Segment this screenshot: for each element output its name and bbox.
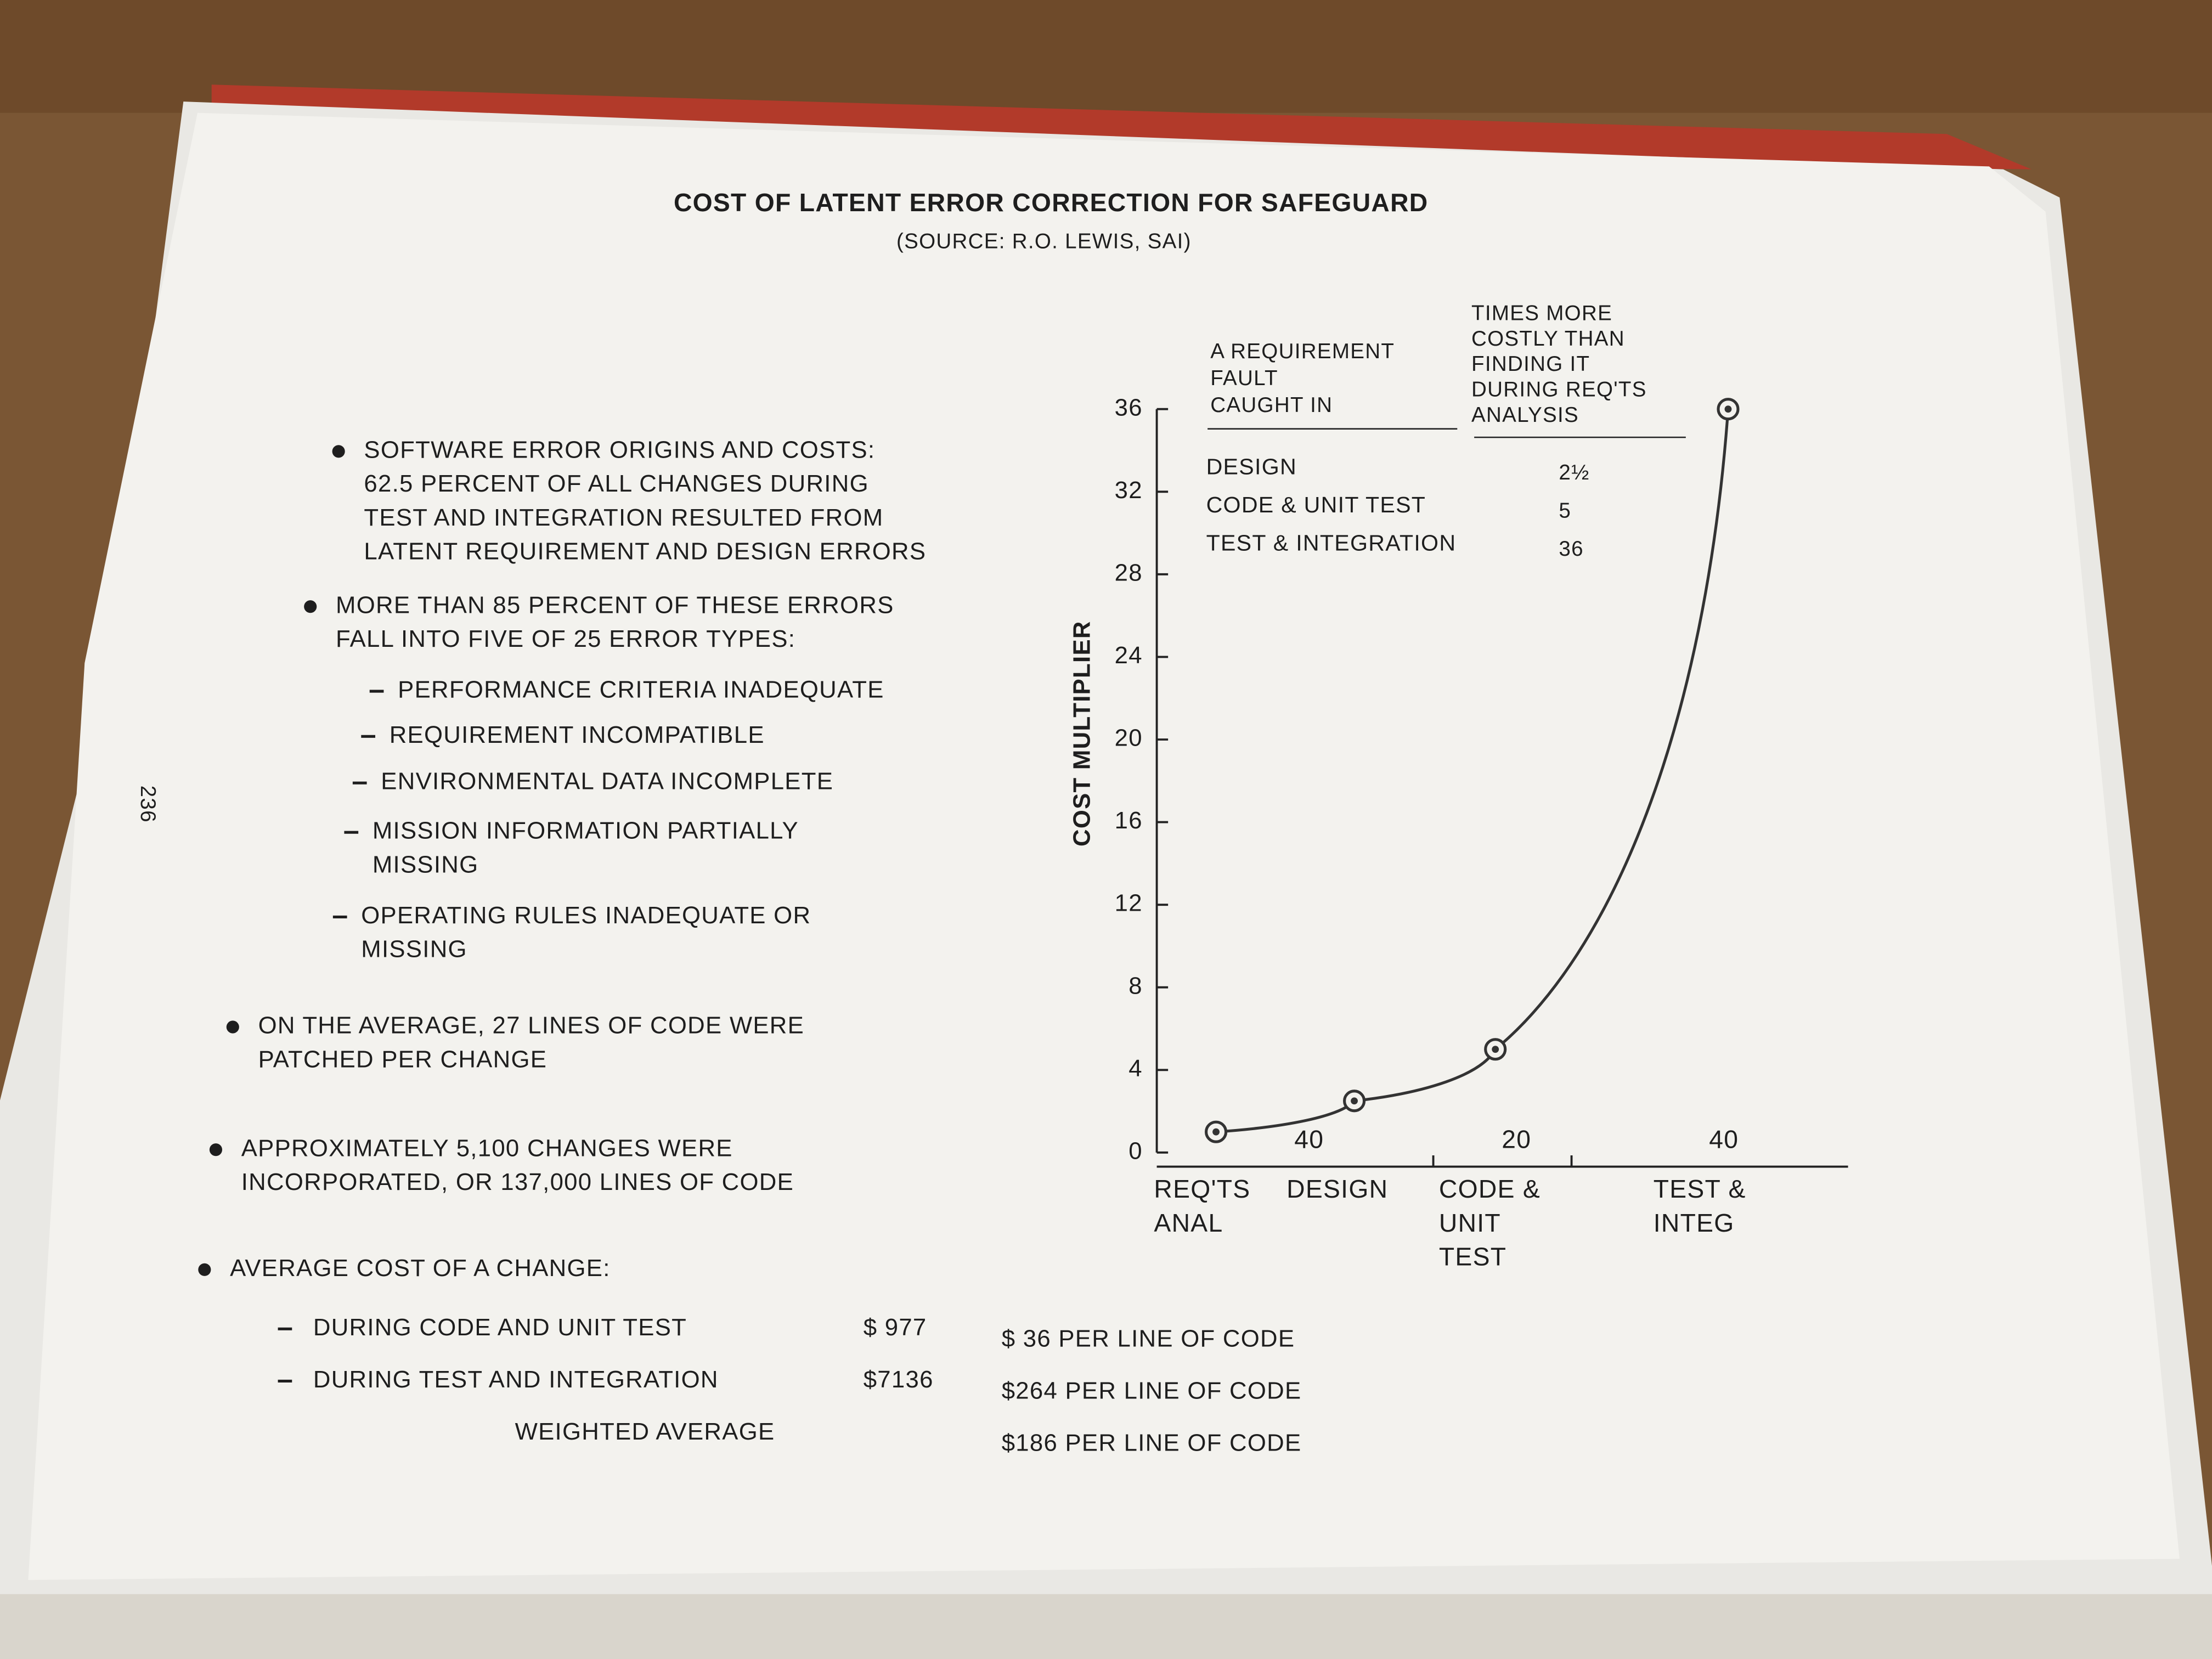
page-number: 236 xyxy=(136,786,160,823)
x-category-label: TEST & INTEG xyxy=(1653,1175,1746,1238)
bullet-text: FALL INTO FIVE OF 25 ERROR TYPES: xyxy=(336,625,795,652)
phase-duration: 40 xyxy=(1294,1125,1324,1154)
sub-item-text: OPERATING RULES INADEQUATE OR xyxy=(361,902,811,929)
bullet-text: INCORPORATED, OR 137,000 LINES OF CODE xyxy=(241,1169,794,1195)
page-bottom xyxy=(0,1594,2212,1659)
bullet-dot xyxy=(226,1020,239,1034)
bullet-dot xyxy=(332,445,345,458)
y-tick-label: 24 xyxy=(1115,642,1143,669)
inset-header: ANALYSIS xyxy=(1471,403,1579,427)
bullet-dot xyxy=(304,600,317,613)
y-tick-label: 4 xyxy=(1128,1055,1143,1082)
inset-header: CAUGHT IN xyxy=(1210,393,1333,417)
cost-label: WEIGHTED AVERAGE xyxy=(515,1418,775,1445)
sub-item-text: MISSING xyxy=(361,936,467,963)
x-category: DESIGN xyxy=(1286,1175,1389,1204)
inset-row-label: TEST & INTEGRATION xyxy=(1206,530,1457,555)
body-text: SOFTWARE ERROR ORIGINS AND COSTS: 62.5 PE… xyxy=(198,436,1302,1457)
y-tick-label: 32 xyxy=(1115,477,1143,504)
y-tick-label: 36 xyxy=(1115,394,1143,421)
data-point-center xyxy=(1724,405,1732,413)
bullet-text: AVERAGE COST OF A CHANGE: xyxy=(230,1255,611,1282)
inset-row-label: CODE & UNIT TEST xyxy=(1206,492,1426,517)
x-category-label: REQ'TS ANAL xyxy=(1154,1175,1251,1238)
data-point-center xyxy=(1351,1097,1358,1105)
sub-item-text: MISSING xyxy=(373,851,479,878)
sub-item-text: ENVIRONMENTAL DATA INCOMPLETE xyxy=(381,768,833,795)
data-point-center xyxy=(1492,1046,1499,1053)
inset-header: FINDING IT xyxy=(1471,352,1590,376)
inset-row-label: DESIGN xyxy=(1206,454,1297,479)
inset-header: FAULT xyxy=(1210,366,1278,390)
bullet-text: APPROXIMATELY 5,100 CHANGES WERE xyxy=(241,1135,733,1161)
inset-header: COSTLY THAN xyxy=(1471,327,1625,351)
bullet-text: 62.5 PERCENT OF ALL CHANGES DURING xyxy=(364,470,868,497)
bullet-text: PATCHED PER CHANGE xyxy=(258,1046,548,1073)
inset-row-value: 5 xyxy=(1559,499,1571,523)
x-category: TEST & INTEG xyxy=(1653,1175,1746,1238)
inset-header: DURING REQ'TS xyxy=(1471,377,1647,401)
chart: 0 4 8 12 16 20 24 28 32 36 COST MULTIPLIER 40 20 40 RE… xyxy=(1068,302,1848,1271)
sub-item-text: PERFORMANCE CRITERIA INADEQUATE xyxy=(398,676,884,703)
y-tick-label: 0 xyxy=(1128,1137,1143,1164)
y-tick-label: 16 xyxy=(1115,807,1143,834)
cost-label: DURING CODE AND UNIT TEST xyxy=(313,1314,687,1341)
x-category-label: DESIGN xyxy=(1286,1175,1389,1204)
y-tick-label: 20 xyxy=(1115,725,1143,752)
x-category: CODE & UNIT TEST xyxy=(1438,1175,1541,1271)
sub-item-text: MISSION INFORMATION PARTIALLY xyxy=(373,817,799,844)
cost-per-line: $ 36 PER LINE OF CODE xyxy=(1002,1325,1295,1352)
bullet-dot xyxy=(209,1143,222,1156)
data-point-center xyxy=(1212,1128,1220,1136)
bullet-dot xyxy=(198,1263,211,1276)
cost-value: $7136 xyxy=(864,1366,934,1393)
bullet-text: MORE THAN 85 PERCENT OF THESE ERRORS xyxy=(336,591,894,618)
sub-item-text: REQUIREMENT INCOMPATIBLE xyxy=(390,721,765,748)
bullet-text: ON THE AVERAGE, 27 LINES OF CODE WERE xyxy=(258,1012,805,1039)
page-title: COST OF LATENT ERROR CORRECTION FOR SAFE… xyxy=(674,188,1429,217)
cost-value: $ 977 xyxy=(864,1314,927,1341)
inset-header: TIMES MORE xyxy=(1471,302,1612,325)
inset-header: A REQUIREMENT xyxy=(1210,340,1395,363)
y-axis-label: COST MULTIPLIER xyxy=(1068,620,1095,847)
y-tick-label: 8 xyxy=(1128,972,1143,999)
y-tick-label: 12 xyxy=(1115,890,1143,917)
phase-duration: 40 xyxy=(1709,1125,1739,1154)
inset-row-value: 36 xyxy=(1559,537,1583,561)
page-face xyxy=(28,112,2180,1580)
cost-per-line: $264 PER LINE OF CODE xyxy=(1002,1378,1302,1404)
x-category-label: CODE & UNIT TEST xyxy=(1438,1175,1541,1271)
inset-row-value: 2½ xyxy=(1559,461,1589,484)
y-tick-label: 28 xyxy=(1115,559,1143,586)
phase-duration: 20 xyxy=(1502,1125,1531,1154)
cost-label: DURING TEST AND INTEGRATION xyxy=(313,1366,719,1393)
page-subtitle: (SOURCE: R.O. LEWIS, SAI) xyxy=(896,229,1192,253)
cost-per-line: $186 PER LINE OF CODE xyxy=(1002,1430,1302,1457)
bullet-text: TEST AND INTEGRATION RESULTED FROM xyxy=(364,504,883,531)
bullet-text: SOFTWARE ERROR ORIGINS AND COSTS: xyxy=(364,436,875,463)
x-category: REQ'TS ANAL xyxy=(1154,1175,1251,1238)
bullet-text: LATENT REQUIREMENT AND DESIGN ERRORS xyxy=(364,538,926,565)
